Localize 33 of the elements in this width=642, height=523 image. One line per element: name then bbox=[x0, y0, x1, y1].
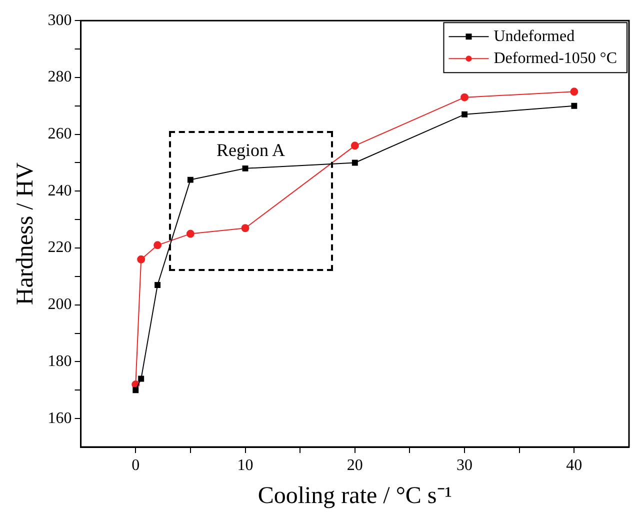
point bbox=[154, 282, 161, 288]
point bbox=[570, 88, 578, 96]
x-tick-label: 40 bbox=[566, 456, 582, 474]
x-axis-title: Cooling rate / °C s⁻¹ bbox=[258, 482, 452, 509]
point bbox=[132, 387, 139, 394]
point bbox=[350, 142, 359, 150]
point bbox=[138, 376, 144, 382]
point bbox=[571, 102, 578, 109]
point bbox=[242, 165, 248, 172]
point bbox=[137, 255, 146, 264]
y-tick-label: 280 bbox=[48, 68, 72, 86]
y-tick-label: 260 bbox=[48, 126, 72, 143]
point bbox=[241, 224, 250, 232]
y-tick-label: 160 bbox=[48, 410, 72, 427]
point bbox=[352, 160, 358, 166]
x-tick-label: 20 bbox=[346, 456, 363, 474]
point bbox=[187, 176, 194, 183]
y-tick-label: 220 bbox=[48, 239, 72, 256]
point bbox=[186, 230, 194, 238]
x-tick-label: 10 bbox=[237, 456, 254, 474]
y-tick-label: 180 bbox=[48, 352, 72, 370]
legend-label: Undeformed bbox=[494, 28, 575, 45]
point bbox=[462, 111, 468, 118]
y-tick-label: 240 bbox=[48, 182, 72, 200]
y-tick-label: 300 bbox=[48, 12, 72, 29]
point bbox=[154, 241, 162, 250]
y-tick-label: 200 bbox=[48, 296, 72, 314]
annotation: Region A bbox=[216, 140, 285, 160]
y-axis-title: Hardness / HV bbox=[12, 162, 39, 306]
point bbox=[460, 93, 469, 102]
x-tick-label: 0 bbox=[132, 456, 140, 474]
legend-label: Deformed-1050 °C bbox=[494, 50, 618, 67]
x-tick-label: 30 bbox=[456, 456, 473, 474]
